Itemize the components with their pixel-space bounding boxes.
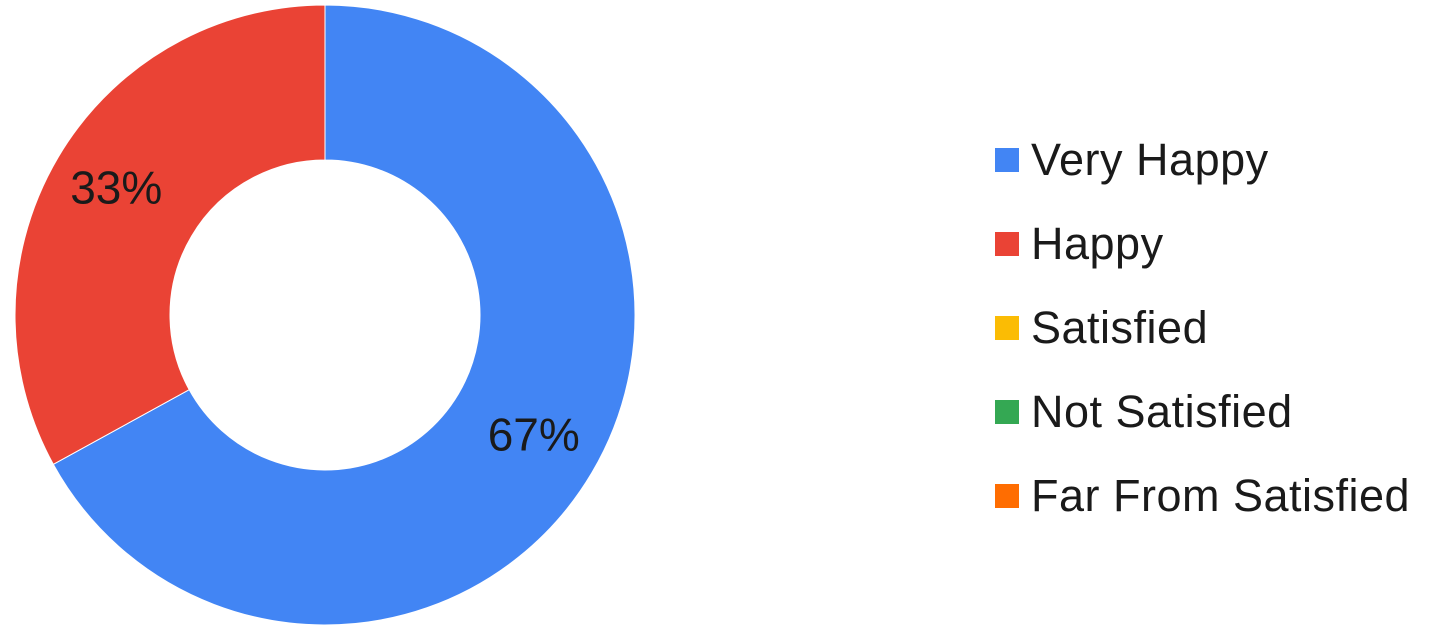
slice-happy [14,4,326,466]
legend-label: Very Happy [1031,134,1269,185]
legend: Very Happy Happy Satisfied Not Satisfied Far… [995,118,1450,538]
legend-swatch [995,400,1019,424]
legend-swatch [995,232,1019,256]
slice-very-happy [52,4,636,626]
legend-label: Satisfied [1031,302,1209,353]
data-label-very-happy: 67% [488,409,580,461]
legend-label: Far From Satisfied [1031,470,1411,521]
legend-label: Happy [1031,218,1164,269]
legend-item-far-from-satisfied: Far From Satisfied [995,454,1450,538]
legend-item-satisfied: Satisfied [995,286,1450,370]
slice-labels-group: 67% 33% [70,162,580,461]
legend-item-happy: Happy [995,202,1450,286]
data-label-happy: 33% [70,162,162,214]
legend-swatch [995,316,1019,340]
legend-swatch [995,148,1019,172]
slices-group [14,4,636,626]
legend-item-not-satisfied: Not Satisfied [995,370,1450,454]
legend-item-very-happy: Very Happy [995,118,1450,202]
legend-label: Not Satisfied [1031,386,1293,437]
legend-swatch [995,484,1019,508]
